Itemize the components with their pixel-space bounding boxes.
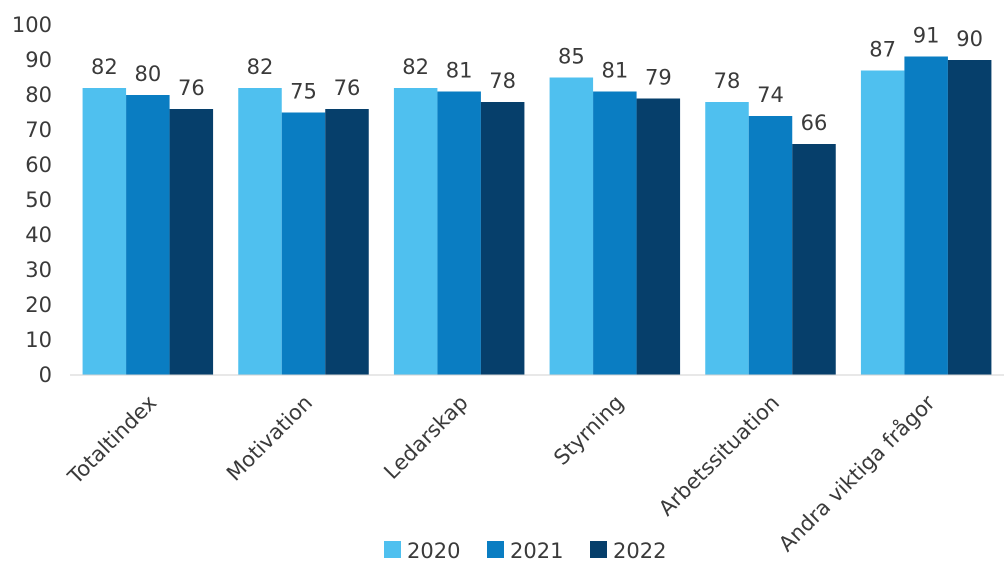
bar-2020 (393, 88, 438, 375)
bar-2020 (705, 102, 749, 375)
data-label: 91 (913, 24, 940, 48)
y-tick-label: 90 (25, 48, 52, 72)
y-tick-label: 60 (25, 153, 52, 177)
bar-2021 (904, 56, 948, 375)
data-label: 90 (956, 27, 983, 51)
y-tick-label: 70 (25, 118, 52, 142)
bar-2022 (169, 109, 214, 375)
y-tick-label: 0 (39, 363, 52, 387)
data-label: 66 (801, 111, 828, 135)
category-label: Andra viktiga frågor (773, 390, 940, 557)
bar-2020 (238, 88, 282, 375)
y-tick-label: 10 (25, 328, 52, 352)
legend-label: 2020 (407, 539, 460, 563)
data-label: 76 (178, 76, 205, 100)
bar-2022 (792, 144, 836, 375)
bar-2022 (325, 109, 369, 375)
bar-2021 (748, 116, 793, 375)
legend-label: 2022 (613, 539, 666, 563)
legend-label: 2021 (510, 539, 563, 563)
category-label: Styrning (549, 391, 628, 470)
category-label: Ledarskap (379, 391, 472, 484)
data-label: 78 (714, 69, 741, 93)
bar-2020 (860, 70, 905, 375)
bar-2022 (947, 60, 992, 375)
category-label: Totaltindex (63, 391, 162, 490)
data-label: 79 (645, 66, 672, 90)
data-label: 81 (446, 59, 473, 83)
legend-swatch-2022 (590, 541, 607, 558)
data-label: 75 (290, 80, 317, 104)
category-labels: Totaltindex Motivation Ledarskap Styrning Ar… (63, 390, 940, 557)
bar-2021 (437, 91, 481, 375)
bar-2020 (549, 77, 594, 375)
data-label: 87 (869, 38, 896, 62)
data-label: 80 (134, 62, 161, 86)
y-tick-label: 80 (25, 83, 52, 107)
y-tick-label: 100 (12, 13, 52, 37)
legend-swatch-2021 (487, 541, 504, 558)
bars (82, 56, 992, 375)
bar-2021 (126, 95, 170, 375)
data-label: 82 (402, 55, 429, 79)
legend-swatch-2020 (384, 541, 401, 558)
data-label: 82 (247, 55, 274, 79)
data-labels: 82 80 76 82 75 76 82 81 78 85 81 79 78 74 66 87 91 90 (91, 24, 983, 136)
y-tick-label: 50 (25, 188, 52, 212)
y-axis-ticks: 0 10 20 30 40 50 60 70 80 90 100 (12, 13, 52, 387)
category-label: Arbetssituation (654, 391, 784, 521)
category-label: Motivation (222, 391, 317, 486)
data-label: 74 (757, 83, 784, 107)
data-label: 81 (601, 59, 628, 83)
y-tick-label: 40 (25, 223, 52, 247)
data-label: 76 (334, 76, 361, 100)
bar-2022 (636, 98, 681, 375)
bar-2021 (593, 91, 637, 375)
y-tick-label: 20 (25, 293, 52, 317)
bar-2022 (480, 102, 525, 375)
data-label: 85 (558, 45, 585, 69)
data-label: 82 (91, 55, 118, 79)
bar-2020 (82, 88, 127, 375)
bar-2021 (281, 112, 326, 375)
legend: 2020 2021 2022 (384, 539, 666, 563)
y-tick-label: 30 (25, 258, 52, 282)
data-label: 78 (489, 69, 516, 93)
